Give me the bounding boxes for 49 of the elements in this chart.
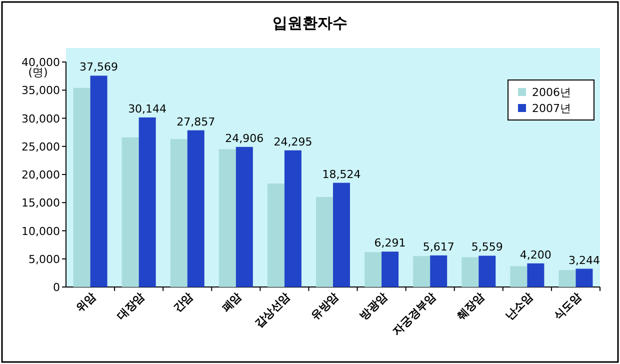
data-label: 5,617	[422, 240, 454, 254]
bar	[558, 270, 576, 287]
x-tick-label: 위암	[74, 290, 98, 315]
x-tick-label: 간암	[170, 290, 196, 315]
x-tick-label: 폐암	[219, 290, 244, 315]
chart-title: 입원환자수	[272, 14, 348, 32]
data-label: 18,524	[322, 168, 361, 181]
bar	[364, 252, 382, 287]
bar	[284, 150, 302, 287]
y-tick-label: 20,000	[22, 168, 60, 182]
bar	[316, 197, 333, 287]
bar	[267, 184, 284, 287]
bar	[413, 256, 430, 287]
bar	[478, 256, 496, 287]
data-label: 27,857	[176, 115, 216, 128]
bar	[333, 182, 350, 287]
legend-label: 2007년	[532, 102, 571, 115]
bar	[90, 76, 108, 287]
bar	[236, 146, 253, 287]
bar	[576, 268, 593, 287]
y-tick-label: 5,000	[28, 252, 60, 266]
bar	[430, 255, 448, 287]
bar	[73, 88, 90, 287]
y-tick-label: 25,000	[22, 140, 60, 154]
y-tick-label: 30,000	[22, 112, 60, 126]
data-label: 4,200	[520, 248, 552, 262]
data-label: 30,144	[128, 102, 167, 116]
bar	[218, 149, 236, 287]
y-tick-label: 35,000	[22, 84, 60, 98]
bar	[187, 130, 204, 287]
y-axis-title: (명)	[28, 66, 48, 79]
bar	[510, 266, 528, 287]
y-tick-label: 0	[53, 281, 60, 294]
legend-label: 2006년	[532, 86, 571, 99]
data-label: 5,559	[471, 240, 503, 254]
data-label: 24,295	[274, 135, 312, 148]
bar	[527, 263, 544, 287]
bar	[122, 137, 139, 287]
y-tick-label: 10,000	[22, 224, 60, 238]
data-label: 6,291	[374, 236, 406, 250]
bar	[170, 139, 188, 287]
bar	[382, 252, 399, 287]
y-tick-label: 40,000	[22, 56, 60, 69]
data-label: 24,906	[225, 132, 264, 145]
data-label: 3,244	[568, 254, 600, 267]
bar	[462, 257, 479, 287]
bar	[138, 117, 156, 287]
data-label: 37,569	[80, 60, 118, 74]
y-tick-label: 15,000	[22, 196, 60, 210]
